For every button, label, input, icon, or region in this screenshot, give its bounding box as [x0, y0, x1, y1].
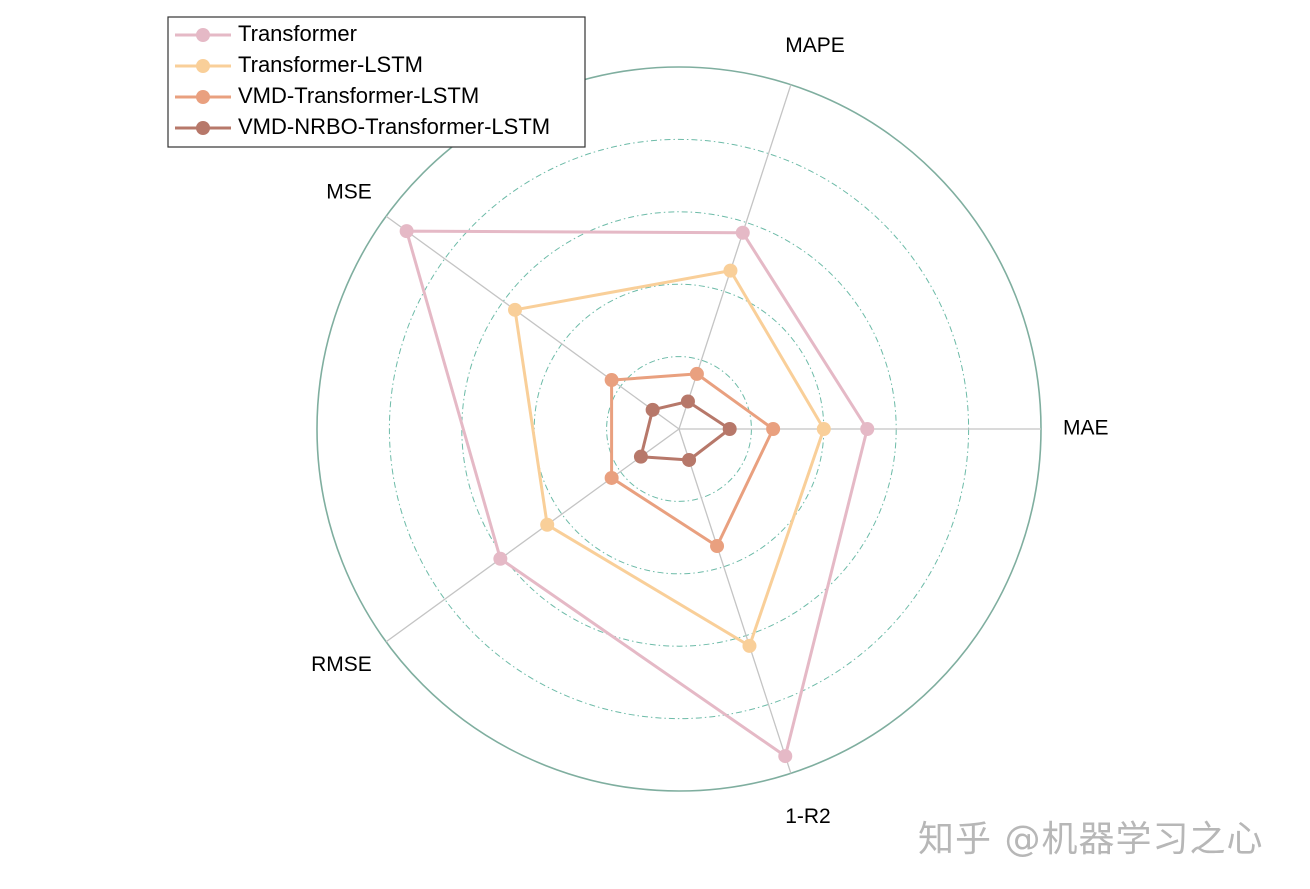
legend-item: Transformer [175, 21, 357, 46]
series-group [604, 366, 781, 554]
data-point [710, 539, 725, 554]
series-line [639, 400, 732, 462]
data-point [689, 366, 704, 381]
data-point [742, 638, 757, 653]
data-point [778, 749, 793, 764]
data-point [493, 551, 508, 566]
series-group [507, 263, 831, 653]
legend-marker [196, 59, 210, 73]
axis-labels: MAE MAPE MSE RMSE 1-R2 [311, 34, 1108, 828]
axis-label: MSE [326, 180, 372, 203]
legend-marker [196, 90, 210, 104]
legend-label: VMD-Transformer-LSTM [238, 83, 479, 108]
data-point [604, 373, 619, 388]
axis-spoke [385, 428, 680, 643]
axis-label: MAE [1063, 417, 1109, 440]
legend-item: Transformer-LSTM [175, 52, 423, 77]
watermark: 知乎 @机器学习之心 [918, 819, 1264, 860]
data-point [680, 394, 695, 409]
axis-spoke [385, 215, 680, 430]
legend-marker [196, 121, 210, 135]
data-point [540, 517, 555, 532]
legend-label: Transformer-LSTM [238, 52, 423, 77]
axis-spoke [678, 428, 792, 774]
data-point [604, 470, 619, 485]
data-point [816, 422, 831, 436]
data-point [722, 422, 737, 436]
axis-label: 1-R2 [785, 805, 831, 828]
series-line [513, 269, 826, 648]
radar-series [399, 224, 875, 764]
legend-box [167, 16, 586, 148]
legend-label: VMD-NRBO-Transformer-LSTM [238, 114, 550, 139]
data-point [766, 422, 781, 436]
data-point [507, 302, 522, 317]
legend-item: VMD-Transformer-LSTM [175, 83, 479, 108]
legend-item: VMD-NRBO-Transformer-LSTM [175, 114, 550, 139]
legend-marker [196, 28, 210, 42]
data-point [723, 263, 738, 278]
legend: Transformer Transformer-LSTM VMD-Transform… [167, 16, 586, 148]
data-point [682, 452, 697, 467]
data-point [633, 449, 648, 464]
data-point [860, 422, 875, 436]
series-line [610, 372, 775, 548]
data-point [645, 402, 660, 417]
axis-label: MAPE [785, 34, 845, 57]
data-point [399, 224, 414, 239]
series-group [399, 224, 875, 764]
legend-label: Transformer [238, 21, 357, 46]
series-line [405, 229, 869, 758]
axis-label: RMSE [311, 653, 372, 676]
series-group [633, 394, 737, 467]
data-point [735, 225, 750, 240]
